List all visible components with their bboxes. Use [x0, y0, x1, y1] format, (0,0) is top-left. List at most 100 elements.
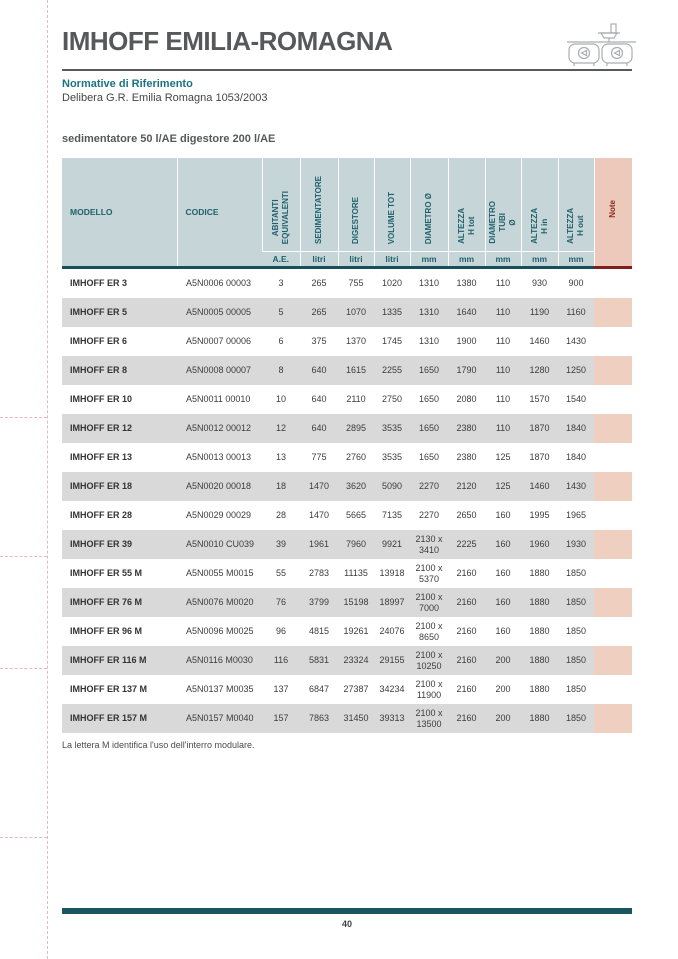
volume-tot-cell: 1335 [374, 298, 410, 327]
table-row: IMHOFF ER 137 M A5N0137 M0035 137 6847 27387… [62, 675, 632, 704]
ae-cell: 76 [262, 588, 300, 617]
note-cell [594, 704, 632, 733]
col-header-altezza-tot: ALTEZZA H tot [447, 158, 485, 252]
unit-digestore: litri [337, 251, 374, 269]
volume-tot-cell: 29155 [374, 646, 410, 675]
codice-cell: A5N0007 00006 [186, 336, 252, 347]
ae-cell: 96 [275, 626, 286, 637]
diametro-cell: 1650 [410, 414, 448, 443]
diametro-cell: 1650 [418, 452, 440, 463]
altezza-out-cell: 1850 [558, 588, 594, 617]
volume-tot-cell: 2750 [381, 394, 403, 405]
digestore-cell: 1615 [338, 356, 374, 385]
note-cell [594, 268, 632, 299]
note-cell [594, 443, 632, 472]
note-cell [594, 675, 632, 704]
table-row: IMHOFF ER 8 A5N0008 00007 8 640 1615 2255 1650… [62, 356, 632, 385]
altezza-tot-cell: 2650 [456, 510, 477, 521]
codice-cell: A5N0137 M0035 [186, 684, 254, 695]
altezza-in-cell: 930 [531, 278, 548, 289]
col-header-digestore: DIGESTORE [337, 158, 374, 252]
altezza-tot-cell: 2160 [448, 704, 485, 733]
unit-diametro: mm [409, 251, 448, 269]
model-cell: IMHOFF ER 3 [70, 278, 128, 289]
digestore-cell: 11135 [344, 568, 368, 579]
altezza-tot-cell: 2160 [456, 568, 477, 579]
diametro-cell: 2100 x 5370 [415, 563, 443, 584]
altezza-tot-cell: 1640 [448, 298, 485, 327]
altezza-tot-cell: 2225 [448, 530, 485, 559]
ae-cell: 157 [262, 704, 300, 733]
altezza-out-cell: 1930 [558, 530, 594, 559]
ae-cell: 55 [275, 568, 286, 579]
note-cell [594, 472, 632, 501]
table-row: IMHOFF ER 13 A5N0013 00013 13 775 2760 3535 16… [62, 443, 632, 472]
diametro-cell: 1310 [418, 278, 440, 289]
codice-cell: A5N0020 00018 [177, 472, 262, 501]
diametro-tubi-cell: 110 [485, 356, 521, 385]
model-cell: IMHOFF ER 55 M [70, 568, 143, 579]
unit-sedimentatore: litri [299, 251, 338, 269]
unit-diametro-tubi: mm [484, 251, 521, 269]
codice-cell: A5N0010 CU039 [177, 530, 262, 559]
footer-bar [62, 908, 632, 914]
table-row: IMHOFF ER 6 A5N0007 00006 6 375 1370 1745 1310… [62, 327, 632, 356]
page-title: IMHOFF EMILIA-ROMAGNA [62, 26, 393, 56]
col-header-sedimentatore: SEDIMENTATORE [299, 158, 338, 252]
codice-cell: A5N0011 00010 [186, 394, 251, 405]
model-cell: IMHOFF ER 5 [62, 298, 177, 327]
diametro-tubi-cell: 200 [485, 704, 521, 733]
altezza-in-cell: 1960 [521, 530, 558, 559]
diametro-cell: 1310 [410, 298, 448, 327]
diametro-cell: 2270 [410, 472, 448, 501]
title-divider [62, 69, 632, 71]
volume-tot-cell: 5090 [374, 472, 410, 501]
ae-cell: 12 [262, 414, 300, 443]
sedimentatore-cell: 1961 [300, 530, 338, 559]
volume-tot-cell: 3535 [381, 452, 403, 463]
table-row: IMHOFF ER 12 A5N0012 00012 12 640 2895 3535 16… [62, 414, 632, 443]
codice-cell: A5N0012 00012 [177, 414, 262, 443]
codice-cell: A5N0055 M0015 [186, 568, 254, 579]
altezza-out-cell: 1840 [558, 414, 594, 443]
diametro-cell: 2100 x 10250 [410, 646, 448, 675]
volume-tot-cell: 9921 [374, 530, 410, 559]
digestore-cell: 2110 [346, 394, 366, 405]
altezza-tot-cell: 1900 [456, 336, 477, 347]
unit-volume-tot: litri [373, 251, 410, 269]
print-guide-mark [0, 668, 47, 669]
digestore-cell: 2895 [338, 414, 374, 443]
col-header-altezza-in: ALTEZZA H in [520, 158, 558, 252]
diametro-tubi-cell: 110 [495, 278, 511, 289]
col-header-altezza-out: ALTEZZA H out [557, 158, 594, 252]
note-cell [594, 559, 632, 588]
codice-cell: A5N0005 00005 [177, 298, 262, 327]
note-cell [594, 385, 632, 414]
model-cell: IMHOFF ER 10 [70, 394, 133, 405]
note-cell [594, 588, 632, 617]
table-row: IMHOFF ER 3 A5N0006 00003 3 265 755 1020 1310 1… [62, 268, 632, 299]
spec-table: MODELLO CODICE ABITANTI EQUIVALENTI SEDI… [62, 158, 632, 733]
ae-cell: 39 [262, 530, 300, 559]
diametro-tubi-cell: 160 [495, 510, 511, 521]
col-header-diametro-tubi: DIAMETRO TUBI Ø [484, 158, 521, 252]
altezza-tot-cell: 1790 [448, 356, 485, 385]
digestore-cell: 27387 [343, 684, 369, 695]
table-body: IMHOFF ER 3 A5N0006 00003 3 265 755 1020 1310 1… [62, 268, 632, 733]
sedimentatore-cell: 640 [311, 394, 327, 405]
altezza-tot-cell: 2120 [448, 472, 485, 501]
sedimentatore-cell: 5831 [300, 646, 338, 675]
diametro-tubi-cell: 160 [485, 588, 521, 617]
altezza-in-cell: 1995 [529, 510, 550, 521]
note-cell [594, 327, 632, 356]
diametro-cell: 2100 x 7000 [410, 588, 448, 617]
diametro-tubi-cell: 125 [495, 452, 511, 463]
diametro-tubi-cell: 110 [495, 336, 511, 347]
codice-cell: A5N0157 M0040 [177, 704, 262, 733]
table-row: IMHOFF ER 10 A5N0011 00010 10 640 2110 2750 16… [62, 385, 632, 414]
col-header-modello: MODELLO [62, 158, 177, 269]
model-cell: IMHOFF ER 76 M [62, 588, 177, 617]
col-header-volume-tot: VOLUME TOT [373, 158, 410, 252]
sedimentatore-cell: 775 [311, 452, 327, 463]
note-cell [594, 617, 632, 646]
